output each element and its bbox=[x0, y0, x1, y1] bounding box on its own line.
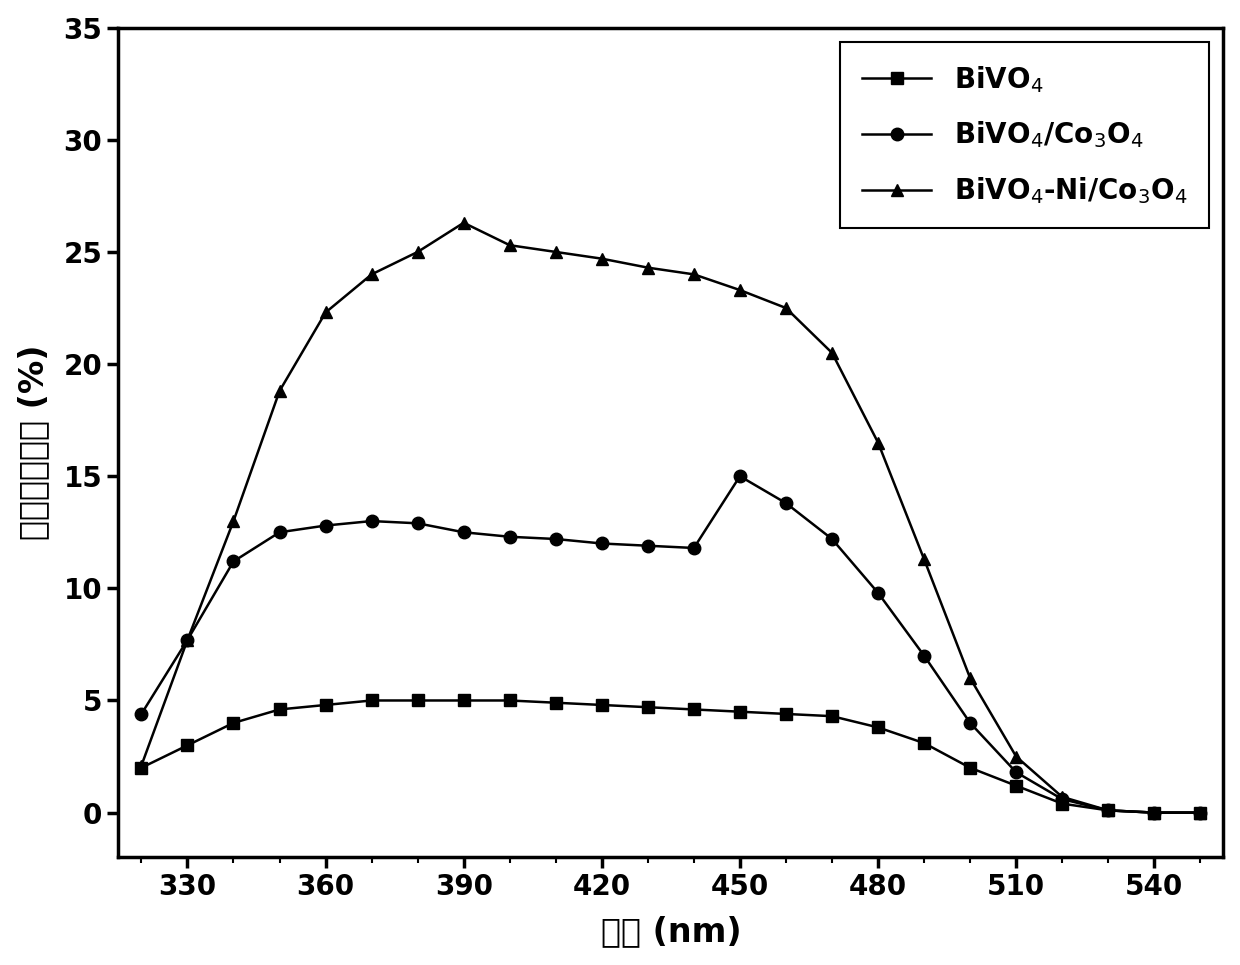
BiVO$_4$/Co$_3$O$_4$ bbox=[410, 517, 425, 529]
BiVO$_4$-Ni/Co$_3$O$_4$ bbox=[410, 246, 425, 258]
BiVO$_4$-Ni/Co$_3$O$_4$ bbox=[640, 262, 655, 273]
BiVO$_4$-Ni/Co$_3$O$_4$ bbox=[1147, 807, 1162, 818]
BiVO$_4$/Co$_3$O$_4$ bbox=[687, 542, 702, 554]
BiVO$_4$ bbox=[640, 702, 655, 713]
BiVO$_4$ bbox=[1101, 805, 1116, 816]
BiVO$_4$-Ni/Co$_3$O$_4$ bbox=[916, 553, 931, 565]
BiVO$_4$/Co$_3$O$_4$ bbox=[870, 587, 885, 598]
BiVO$_4$/Co$_3$O$_4$ bbox=[1008, 766, 1023, 778]
BiVO$_4$ bbox=[687, 703, 702, 715]
BiVO$_4$ bbox=[365, 695, 379, 706]
Line: BiVO$_4$/Co$_3$O$_4$: BiVO$_4$/Co$_3$O$_4$ bbox=[135, 470, 1207, 819]
BiVO$_4$ bbox=[733, 706, 748, 718]
BiVO$_4$-Ni/Co$_3$O$_4$ bbox=[733, 285, 748, 296]
BiVO$_4$ bbox=[825, 710, 839, 722]
BiVO$_4$/Co$_3$O$_4$ bbox=[733, 470, 748, 482]
BiVO$_4$ bbox=[226, 717, 241, 729]
BiVO$_4$-Ni/Co$_3$O$_4$ bbox=[1101, 805, 1116, 816]
BiVO$_4$/Co$_3$O$_4$ bbox=[502, 531, 517, 542]
BiVO$_4$/Co$_3$O$_4$ bbox=[962, 717, 977, 729]
BiVO$_4$ bbox=[456, 695, 471, 706]
BiVO$_4$ bbox=[319, 700, 334, 711]
Y-axis label: 光电转换效率 (%): 光电转换效率 (%) bbox=[16, 345, 50, 540]
BiVO$_4$-Ni/Co$_3$O$_4$ bbox=[548, 246, 563, 258]
BiVO$_4$/Co$_3$O$_4$ bbox=[594, 538, 609, 549]
BiVO$_4$-Ni/Co$_3$O$_4$ bbox=[594, 253, 609, 264]
BiVO$_4$ bbox=[1008, 780, 1023, 791]
BiVO$_4$ bbox=[134, 762, 149, 774]
BiVO$_4$-Ni/Co$_3$O$_4$ bbox=[870, 437, 885, 449]
BiVO$_4$-Ni/Co$_3$O$_4$ bbox=[226, 515, 241, 527]
BiVO$_4$ bbox=[779, 708, 794, 720]
BiVO$_4$-Ni/Co$_3$O$_4$ bbox=[1008, 751, 1023, 762]
BiVO$_4$/Co$_3$O$_4$ bbox=[548, 534, 563, 545]
Line: BiVO$_4$-Ni/Co$_3$O$_4$: BiVO$_4$-Ni/Co$_3$O$_4$ bbox=[135, 216, 1207, 819]
BiVO$_4$-Ni/Co$_3$O$_4$ bbox=[365, 268, 379, 280]
BiVO$_4$-Ni/Co$_3$O$_4$ bbox=[779, 302, 794, 314]
BiVO$_4$/Co$_3$O$_4$ bbox=[226, 556, 241, 567]
BiVO$_4$-Ni/Co$_3$O$_4$ bbox=[456, 217, 471, 229]
BiVO$_4$-Ni/Co$_3$O$_4$ bbox=[502, 239, 517, 251]
BiVO$_4$ bbox=[548, 697, 563, 708]
X-axis label: 波长 (nm): 波长 (nm) bbox=[600, 916, 742, 949]
BiVO$_4$ bbox=[1147, 807, 1162, 818]
BiVO$_4$/Co$_3$O$_4$ bbox=[640, 540, 655, 552]
BiVO$_4$-Ni/Co$_3$O$_4$ bbox=[134, 759, 149, 771]
BiVO$_4$/Co$_3$O$_4$ bbox=[916, 649, 931, 661]
BiVO$_4$ bbox=[180, 739, 195, 751]
BiVO$_4$ bbox=[594, 700, 609, 711]
BiVO$_4$/Co$_3$O$_4$ bbox=[1101, 805, 1116, 816]
BiVO$_4$-Ni/Co$_3$O$_4$ bbox=[272, 385, 286, 397]
BiVO$_4$/Co$_3$O$_4$ bbox=[1193, 807, 1208, 818]
BiVO$_4$/Co$_3$O$_4$ bbox=[779, 497, 794, 509]
BiVO$_4$/Co$_3$O$_4$ bbox=[134, 708, 149, 720]
BiVO$_4$-Ni/Co$_3$O$_4$ bbox=[962, 673, 977, 684]
BiVO$_4$ bbox=[1055, 798, 1070, 810]
Line: BiVO$_4$: BiVO$_4$ bbox=[135, 694, 1207, 819]
BiVO$_4$-Ni/Co$_3$O$_4$ bbox=[319, 307, 334, 318]
BiVO$_4$ bbox=[502, 695, 517, 706]
BiVO$_4$/Co$_3$O$_4$ bbox=[825, 534, 839, 545]
BiVO$_4$-Ni/Co$_3$O$_4$ bbox=[825, 347, 839, 359]
BiVO$_4$-Ni/Co$_3$O$_4$ bbox=[180, 634, 195, 646]
BiVO$_4$-Ni/Co$_3$O$_4$ bbox=[687, 268, 702, 280]
BiVO$_4$-Ni/Co$_3$O$_4$ bbox=[1193, 807, 1208, 818]
BiVO$_4$ bbox=[962, 762, 977, 774]
BiVO$_4$/Co$_3$O$_4$ bbox=[365, 515, 379, 527]
BiVO$_4$/Co$_3$O$_4$ bbox=[456, 527, 471, 538]
BiVO$_4$/Co$_3$O$_4$ bbox=[1055, 793, 1070, 805]
BiVO$_4$ bbox=[272, 703, 286, 715]
BiVO$_4$/Co$_3$O$_4$ bbox=[1147, 807, 1162, 818]
BiVO$_4$-Ni/Co$_3$O$_4$ bbox=[1055, 791, 1070, 803]
BiVO$_4$/Co$_3$O$_4$ bbox=[180, 634, 195, 646]
BiVO$_4$ bbox=[1193, 807, 1208, 818]
BiVO$_4$ bbox=[916, 737, 931, 749]
BiVO$_4$/Co$_3$O$_4$ bbox=[272, 527, 286, 538]
Legend: BiVO$_4$, BiVO$_4$/Co$_3$O$_4$, BiVO$_4$-Ni/Co$_3$O$_4$: BiVO$_4$, BiVO$_4$/Co$_3$O$_4$, BiVO$_4$… bbox=[839, 41, 1209, 229]
BiVO$_4$/Co$_3$O$_4$ bbox=[319, 520, 334, 532]
BiVO$_4$ bbox=[410, 695, 425, 706]
BiVO$_4$ bbox=[870, 722, 885, 733]
